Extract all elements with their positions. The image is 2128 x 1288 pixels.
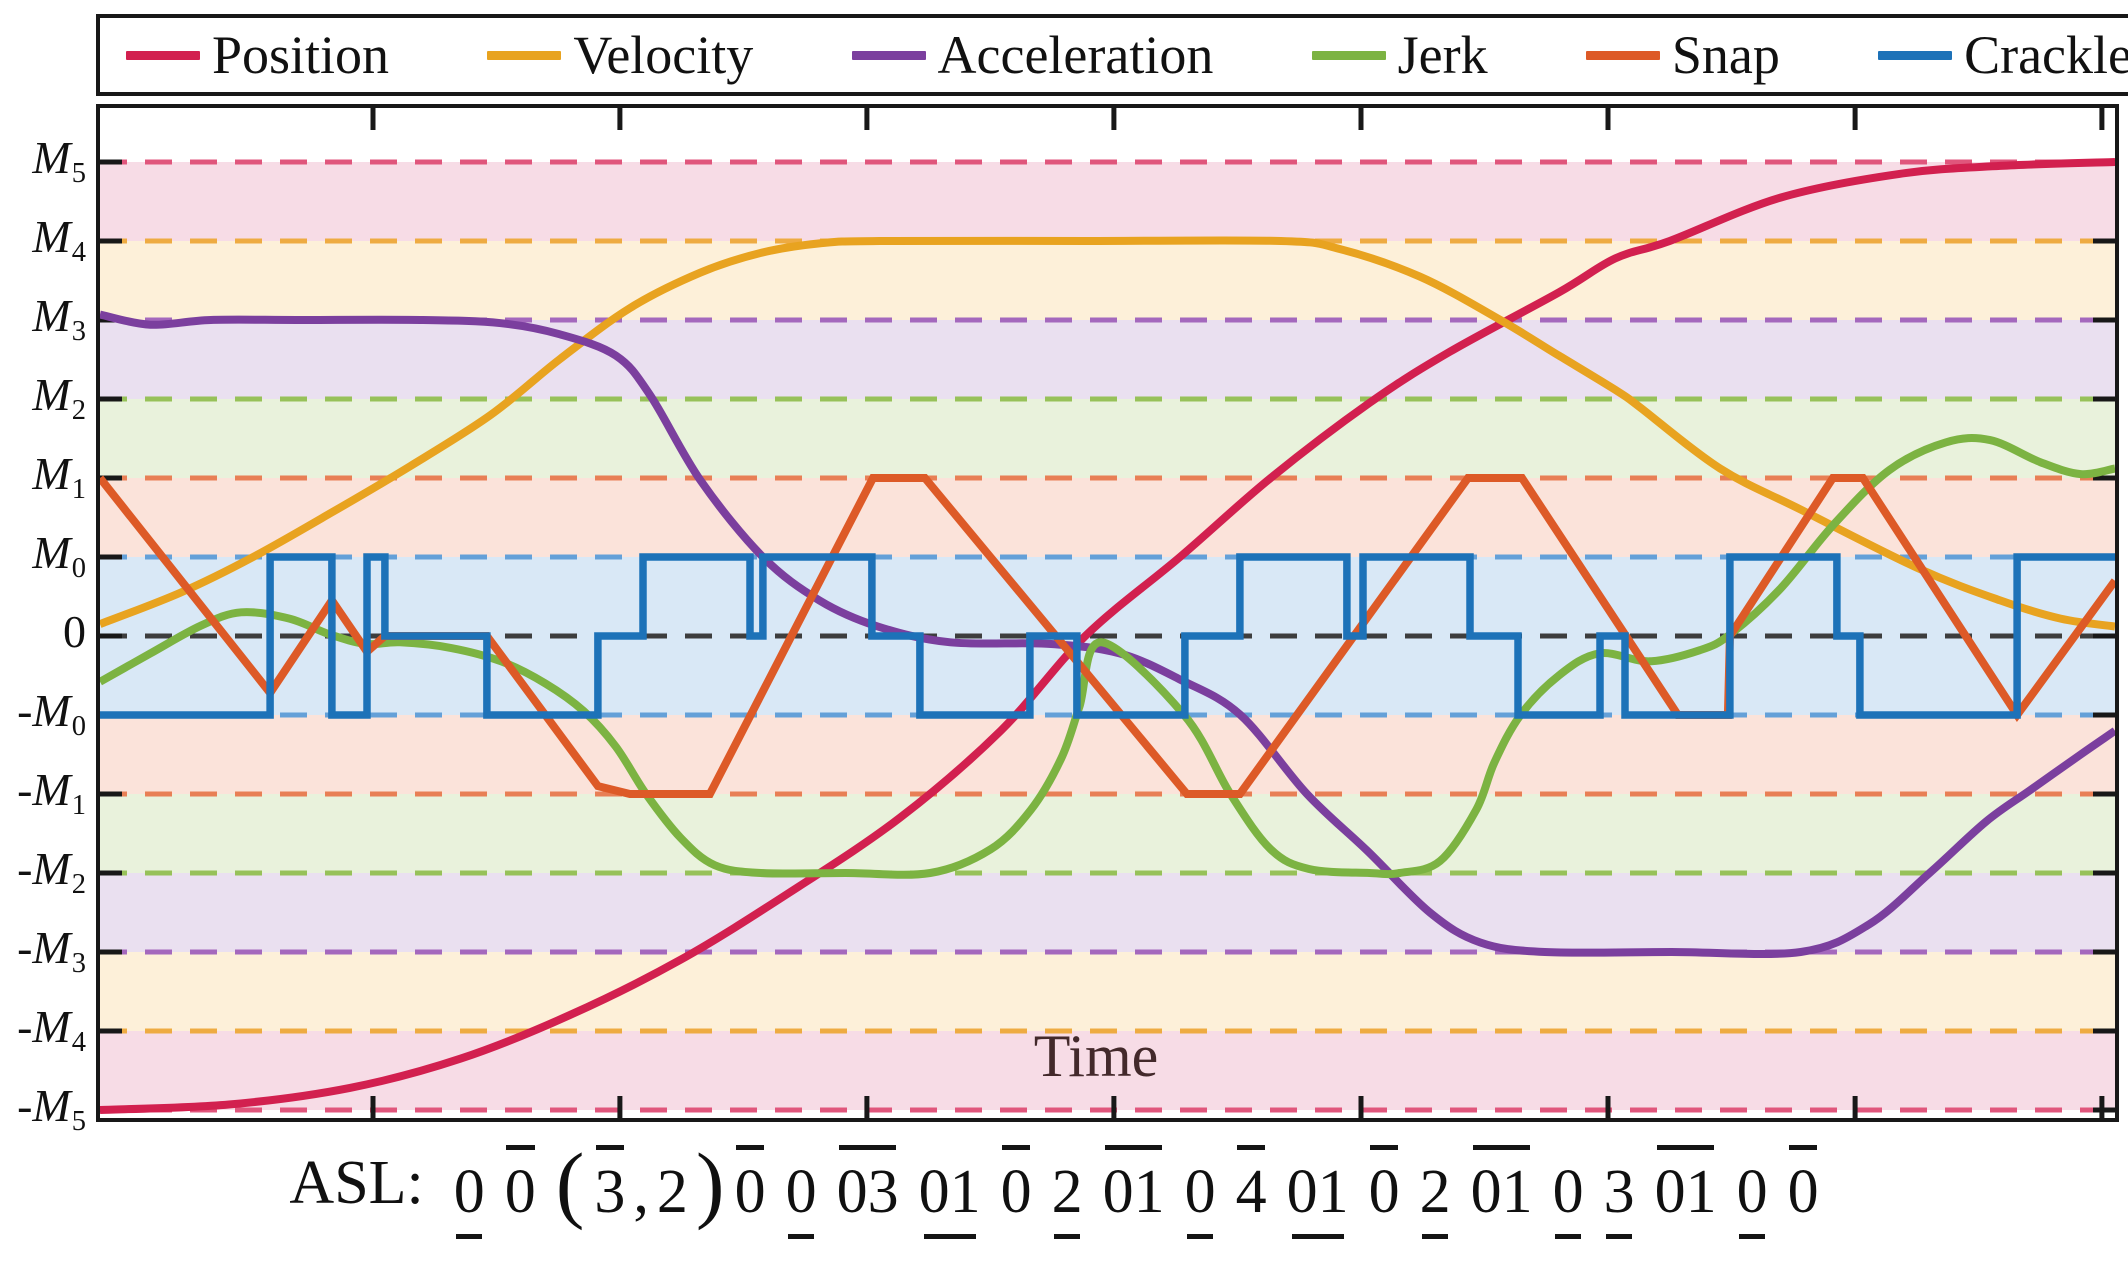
asl-token: 01 [1287,1145,1349,1239]
asl-token: 0 [505,1145,536,1239]
velocity-curve [100,236,2115,631]
asl-token: 03 [837,1145,899,1239]
x-axis-label: Time [1033,1023,1159,1089]
legend-line-icon [126,50,200,60]
legend-line-icon [1311,50,1386,60]
asl-token: 2 [656,1158,688,1226]
limit-band [100,399,2115,478]
asl-token: 0 [1737,1145,1768,1239]
asl-token: 01 [1103,1145,1165,1239]
limit-band [100,162,2115,241]
legend-line-icon [487,50,562,60]
asl-token: ) [695,1135,725,1231]
y-axis-label: -M3 [17,922,86,979]
limit-band [100,873,2115,952]
asl-token: 0 [1185,1145,1216,1239]
y-axis-label: -M4 [17,1001,86,1058]
y-axis-label: -M5 [17,1080,86,1137]
asl-token: 01 [1471,1145,1533,1239]
legend-item-label: Jerk [1397,25,1488,85]
asl-token: 0 [786,1145,817,1239]
limit-band [100,320,2115,399]
legend-item-label: Crackle [1964,25,2128,85]
legend-item-label: Position [212,25,390,85]
asl-token: 01 [919,1145,981,1239]
position-curve [100,158,2115,1114]
limit-band [100,715,2115,794]
y-axis-label: M1 [32,448,86,505]
asl-token: , [633,1158,649,1226]
limit-band [100,952,2115,1031]
legend: Position Velocity Acceleration Jerk Snap Crac… [96,14,2128,96]
snap-curve [100,474,2115,798]
legend-item-snap: Snap [1585,25,1780,85]
legend-item-jerk: Jerk [1311,25,1488,85]
legend-item-label: Snap [1671,25,1780,85]
y-axis-label: M5 [32,132,86,189]
asl-token: ( [555,1135,585,1231]
asl-token: 0 [1369,1145,1400,1239]
asl-token: 4 [1236,1145,1267,1239]
y-axis-label: M0 [32,527,86,584]
y-axis-labels: M5 M4 M3 M2 M1 M0 0 -M0 -M1 -M2 -M3 -M4 -M5 [0,104,92,1137]
y-axis-label: -M1 [17,764,86,821]
asl-token: 0 [1001,1145,1032,1239]
legend-item-position: Position [126,28,389,82]
legend-line-icon [851,50,926,60]
asl-token: 0 [1788,1145,1819,1239]
asl-token: 0 [1553,1145,1584,1239]
legend-item-velocity: Velocity [487,28,753,82]
y-axis-label: -M2 [17,843,86,900]
plot-frame: Time [96,104,2119,1122]
legend-item-label: Acceleration [937,25,1214,85]
asl-token: 2 [1052,1145,1083,1239]
asl-token: 3 [1604,1145,1635,1239]
legend-line-icon [1878,50,1953,60]
legend-line-icon [1585,50,1660,60]
asl-prefix: ASL: [289,1149,424,1217]
y-axis-label: M3 [32,290,86,347]
crackle-curve [100,553,2115,719]
asl-tokens: 0 0(3, 2) 0 0 03 01 0 2 01 0 4 01 0 2 01 0 3 01 0 0 [454,1136,1839,1239]
asl-token: 3 [594,1145,625,1239]
asl-token: 0 [735,1145,766,1239]
jerk-curve [100,434,2115,879]
limit-band [100,794,2115,873]
y-axis-label: 0 [63,606,86,657]
asl-token: 2 [1420,1145,1451,1239]
limit-band [100,241,2115,320]
y-axis-label: M4 [32,211,86,268]
legend-item-crackle: Crackle [1878,28,2128,82]
plot-svg [100,108,2115,1118]
asl-token: 01 [1655,1145,1717,1239]
legend-item-label: Velocity [573,25,754,85]
legend-item-acceleration: Acceleration [851,25,1214,85]
y-axis-label: M2 [32,369,86,426]
y-axis-label: -M0 [17,685,86,742]
asl-token: 0 [454,1145,485,1239]
asl-line: ASL: 0 0(3, 2) 0 0 03 01 0 2 01 0 4 01 0 2 01 0 3 01 0 0 [0,1136,2128,1239]
limit-band [100,478,2115,557]
